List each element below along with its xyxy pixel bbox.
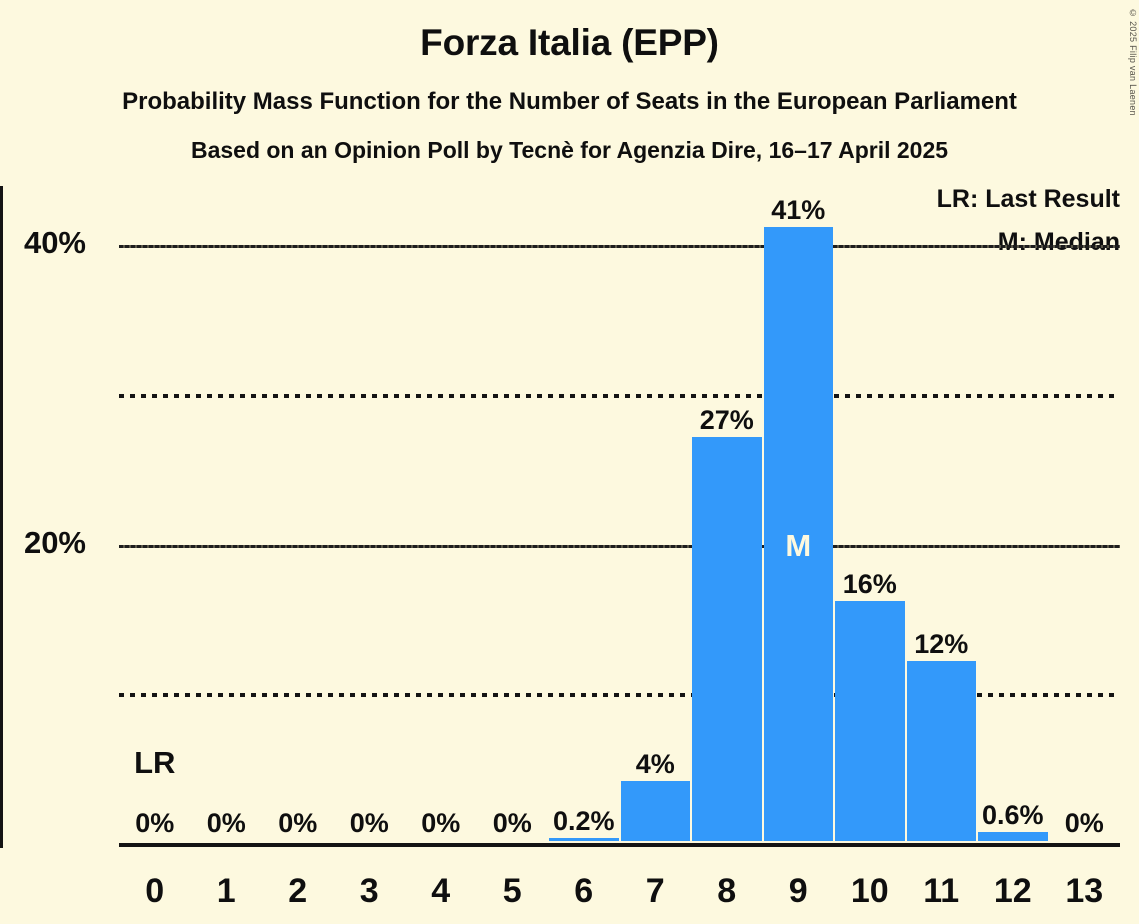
- x-axis-tick-label: 10: [850, 872, 889, 910]
- x-axis-tick-label: 11: [923, 872, 960, 910]
- bar-value-label: 0%: [278, 808, 318, 838]
- x-axis-tick-label: 4: [431, 872, 451, 910]
- bar: [906, 661, 976, 841]
- bar: [763, 227, 833, 841]
- last-result-marker: LR: [134, 745, 176, 780]
- bar-value-label: 0%: [492, 808, 532, 838]
- bar: [692, 437, 762, 841]
- x-axis-tick-label: 13: [1065, 872, 1104, 910]
- x-axis-tick-label: 8: [717, 872, 737, 910]
- y-axis-tick-label: 20%: [23, 524, 86, 560]
- chart-subtitle-secondary: Based on an Opinion Poll by Tecnè for Ag…: [190, 137, 949, 163]
- y-axis-tick-label: 40%: [23, 225, 86, 260]
- bar-value-label: 0%: [349, 808, 389, 838]
- x-axis-tick-label: 9: [788, 872, 808, 910]
- bar-value-label: 0.2%: [552, 806, 615, 836]
- x-axis-tick-label: 3: [359, 872, 379, 910]
- gridline-solid: [119, 544, 1120, 548]
- bar-value-label: 0.6%: [981, 800, 1044, 830]
- bar: [549, 838, 619, 841]
- median-marker: M: [785, 527, 812, 563]
- bar: [978, 832, 1048, 841]
- x-axis-tick-label: 2: [288, 872, 308, 910]
- copyright-notice: © 2025 Filip van Laenen: [1128, 8, 1138, 116]
- legend-item-median: M: Median: [997, 228, 1120, 256]
- bar-value-label: 0%: [421, 808, 461, 838]
- x-axis-tick-label: 0: [145, 872, 165, 910]
- y-axis-line: [0, 186, 3, 848]
- bar-value-label: 27%: [699, 404, 754, 435]
- x-axis-tick-label: 7: [645, 872, 665, 910]
- bar: [835, 601, 905, 841]
- x-axis-tick-label: 12: [993, 872, 1032, 910]
- bars-container: [119, 186, 1120, 843]
- x-axis-tick-label: 5: [502, 872, 522, 910]
- bar-value-label: 16%: [842, 569, 897, 600]
- gridline-solid: [119, 245, 1120, 248]
- x-axis-line: [119, 843, 1120, 847]
- bar: [620, 781, 690, 841]
- chart-title: Forza Italia (EPP): [420, 22, 719, 63]
- bar-value-label: 0%: [1064, 808, 1104, 838]
- x-axis-tick-label: 1: [216, 872, 236, 910]
- bar-value-label: 0%: [135, 808, 175, 838]
- x-axis-tick-label: 6: [574, 872, 594, 910]
- chart-subtitle-primary: Probability Mass Function for the Number…: [122, 88, 1017, 115]
- gridline-dotted: [119, 393, 1120, 398]
- bar-value-label: 12%: [914, 629, 969, 660]
- legend-item-last-result: LR: Last Result: [936, 185, 1120, 213]
- bar-value-label: 4%: [635, 749, 675, 780]
- gridline-dotted: [119, 693, 1120, 698]
- bar-value-label: 0%: [206, 808, 246, 838]
- bar-value-label: 41%: [771, 195, 826, 226]
